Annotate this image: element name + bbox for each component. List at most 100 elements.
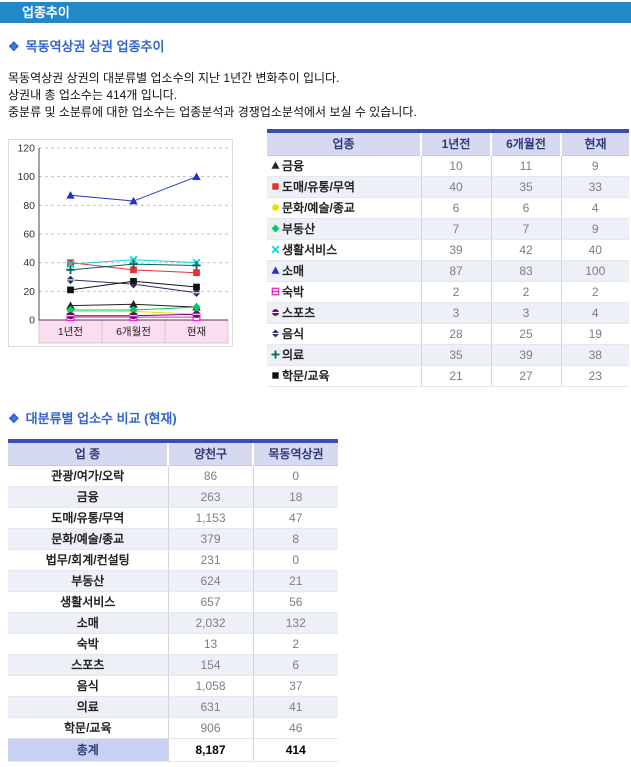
category-cell: 음식 — [267, 323, 421, 345]
trend-col-header: 1년전 — [420, 131, 491, 156]
value-cell: 100 — [560, 260, 629, 282]
square-open-marker-icon — [271, 287, 280, 296]
svg-text:0: 0 — [29, 315, 35, 327]
compare-table-row: 학문/교육 906 46 — [8, 717, 338, 739]
page-title: 업종추이 — [22, 5, 70, 20]
category-cell: 도매/유통/무역 — [8, 507, 168, 529]
category-cell: 숙박 — [267, 281, 421, 303]
value-cell: 23 — [560, 365, 629, 387]
diamond-line-marker-icon — [271, 329, 280, 338]
category-cell: 관광/여가/오락 — [8, 465, 168, 487]
value-cell: 1,153 — [167, 507, 253, 529]
value-cell: 25 — [490, 323, 561, 345]
triangle-marker-icon — [271, 266, 280, 274]
value-cell: 154 — [167, 654, 253, 676]
value-cell: 47 — [252, 507, 338, 529]
trend-col-header: 6개월전 — [490, 131, 561, 156]
trend-table-row: 숙박 2 2 2 — [267, 281, 629, 303]
category-cell: 소매 — [8, 612, 168, 634]
value-cell: 0 — [252, 549, 338, 571]
value-cell: 21 — [252, 570, 338, 592]
category-cell: 숙박 — [8, 633, 168, 655]
total-value-cell: 414 — [252, 737, 338, 762]
value-cell: 9 — [560, 155, 629, 177]
trend-table-row: 음식 28 25 19 — [267, 323, 629, 345]
description-line: 중분류 및 소분류에 대한 업소수는 업종분석과 경쟁업소분석에서 보실 수 있… — [8, 105, 417, 119]
value-cell: 7 — [420, 218, 491, 240]
value-cell: 21 — [420, 365, 491, 387]
compare-table-total-row: 총계 8,187 414 — [8, 737, 338, 762]
description-line: 상권내 총 업소수는 414개 입니다. — [8, 88, 178, 102]
category-cell: 생활서비스 — [267, 239, 421, 261]
trend-line-chart: 0 20 40 60 80 100 120 1년전 6개월전 현재 — [8, 139, 233, 347]
value-cell: 18 — [252, 486, 338, 508]
trend-table-row: 스포츠 3 3 4 — [267, 302, 629, 324]
category-label: 음식 — [282, 327, 305, 341]
svg-text:100: 100 — [17, 171, 35, 183]
section-compare-title: ❖ 대분류별 업소수 비교 (현재) — [8, 408, 631, 427]
value-cell: 42 — [490, 239, 561, 261]
circle-line-marker-icon — [272, 309, 279, 316]
square-marker-icon — [272, 183, 279, 190]
svg-text:6개월전: 6개월전 — [116, 326, 151, 338]
value-cell: 631 — [167, 696, 253, 718]
trend-table-header-row: 업종 1년전 6개월전 현재 — [267, 131, 629, 156]
compare-table: 업 종 양천구 목동역상권 관광/여가/오락 86 0 금융 263 18 도매/유통/무역 1,… — [8, 439, 338, 762]
circle-marker-icon — [272, 204, 279, 211]
value-cell: 19 — [560, 323, 629, 345]
value-cell: 27 — [490, 365, 561, 387]
category-label: 금융 — [282, 159, 305, 173]
value-cell: 4 — [560, 197, 629, 219]
x-marker-icon — [271, 245, 280, 254]
diamond-bullet-icon: ❖ — [8, 411, 20, 426]
compare-table-row: 관광/여가/오락 86 0 — [8, 465, 338, 487]
compare-col-header: 양천구 — [167, 441, 253, 466]
value-cell: 2 — [560, 281, 629, 303]
value-cell: 83 — [490, 260, 561, 282]
category-label: 도매/유통/무역 — [282, 180, 355, 194]
value-cell: 3 — [420, 302, 491, 324]
value-cell: 87 — [420, 260, 491, 282]
value-cell: 657 — [167, 591, 253, 613]
category-label: 문화/예술/종교 — [282, 201, 355, 215]
value-cell: 35 — [490, 176, 561, 198]
value-cell: 906 — [167, 717, 253, 739]
value-cell: 9 — [560, 218, 629, 240]
compare-table-row: 문화/예술/종교 379 8 — [8, 528, 338, 550]
triangle-marker-icon — [271, 161, 280, 169]
svg-text:80: 80 — [23, 200, 35, 212]
compare-table-row: 생활서비스 657 56 — [8, 591, 338, 613]
value-cell: 6 — [252, 654, 338, 676]
category-cell: 문화/예술/종교 — [8, 528, 168, 550]
category-label: 학문/교육 — [282, 369, 330, 383]
compare-table-header-row: 업 종 양천구 목동역상권 — [8, 441, 338, 466]
category-cell: 학문/교육 — [267, 365, 421, 387]
trend-description: 목동역상권 상권의 대분류별 업소수의 지난 1년간 변화추이 입니다. 상권내… — [8, 70, 631, 121]
square-marker-icon — [272, 372, 279, 379]
compare-col-header: 목동역상권 — [252, 441, 338, 466]
value-cell: 13 — [167, 633, 253, 655]
category-label: 부동산 — [282, 222, 316, 236]
value-cell: 6 — [420, 197, 491, 219]
value-cell: 2,032 — [167, 612, 253, 634]
value-cell: 41 — [252, 696, 338, 718]
page-header-bar: 업종추이 — [0, 2, 631, 23]
trend-table-row: 금융 10 11 9 — [267, 155, 629, 177]
trend-table-row: 의료 35 39 38 — [267, 344, 629, 366]
value-cell: 2 — [252, 633, 338, 655]
svg-text:60: 60 — [23, 229, 35, 241]
section-compare-title-text: 대분류별 업소수 비교 (현재) — [25, 411, 177, 426]
diamond-bullet-icon: ❖ — [8, 39, 20, 54]
category-cell: 도매/유통/무역 — [267, 176, 421, 198]
trend-table-row: 문화/예술/종교 6 6 4 — [267, 197, 629, 219]
diamond-marker-icon — [271, 224, 280, 233]
value-cell: 33 — [560, 176, 629, 198]
category-label: 스포츠 — [282, 306, 316, 320]
trend-col-header: 업종 — [267, 131, 421, 156]
category-cell: 스포츠 — [267, 302, 421, 324]
compare-table-row: 법무/회계/컨설팅 231 0 — [8, 549, 338, 571]
section-trend-title: ❖ 목동역상권 상권 업종추이 — [8, 36, 631, 55]
category-cell: 부동산 — [8, 570, 168, 592]
trend-table-wrap: 업종 1년전 6개월전 현재 금융 10 11 9 도매/유통/무역 40 35 33 문화/예술/종… — [267, 129, 629, 387]
compare-table-row: 부동산 624 21 — [8, 570, 338, 592]
